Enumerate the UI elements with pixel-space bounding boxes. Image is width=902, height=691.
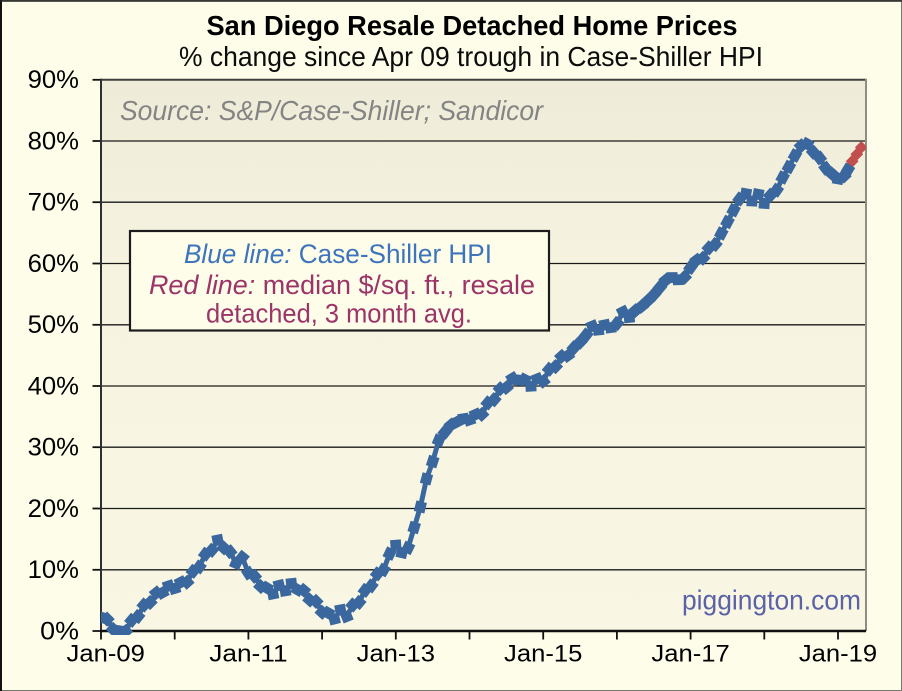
- svg-text:detached, 3 month avg.: detached, 3 month avg.: [206, 299, 472, 329]
- svg-text:Jan-13: Jan-13: [357, 641, 435, 668]
- svg-text:90%: 90%: [28, 66, 79, 94]
- svg-text:San Diego Resale Detached Home: San Diego Resale Detached Home Prices: [207, 10, 738, 41]
- svg-text:piggington.com: piggington.com: [682, 585, 861, 616]
- svg-text:Red line: median $/sq. ft., re: Red line: median $/sq. ft., resale: [149, 270, 535, 300]
- svg-text:80%: 80%: [28, 127, 79, 155]
- svg-text:Jan-11: Jan-11: [209, 641, 287, 668]
- svg-text:Jan-19: Jan-19: [799, 641, 877, 668]
- svg-text:70%: 70%: [28, 189, 79, 217]
- svg-text:Jan-09: Jan-09: [67, 641, 145, 668]
- svg-text:Blue line: Case-Shiller HPI: Blue line: Case-Shiller HPI: [184, 239, 492, 269]
- svg-text:40%: 40%: [28, 372, 79, 400]
- svg-text:Source: S&P/Case-Shiller; Sand: Source: S&P/Case-Shiller; Sandicor: [120, 95, 545, 126]
- svg-text:60%: 60%: [28, 250, 79, 278]
- svg-text:10%: 10%: [28, 556, 79, 584]
- svg-text:Jan-17: Jan-17: [651, 641, 729, 668]
- svg-text:Jan-15: Jan-15: [504, 641, 582, 668]
- svg-text:50%: 50%: [28, 311, 79, 339]
- svg-text:20%: 20%: [28, 495, 79, 523]
- svg-text:% change since Apr 09 trough i: % change since Apr 09 trough in Case-Shi…: [179, 41, 763, 72]
- svg-text:0%: 0%: [40, 617, 79, 645]
- svg-text:30%: 30%: [28, 434, 79, 462]
